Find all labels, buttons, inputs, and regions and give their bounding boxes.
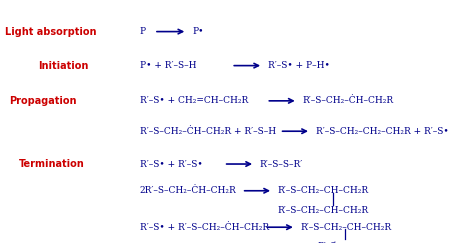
- Text: R′–S• + R′–S•: R′–S• + R′–S•: [140, 159, 202, 169]
- Text: 2R′–S–CH₂–ĊH–CH₂R: 2R′–S–CH₂–ĊH–CH₂R: [140, 186, 237, 195]
- Text: Initiation: Initiation: [38, 61, 88, 71]
- Text: Termination: Termination: [19, 159, 85, 169]
- Text: R′–S–CH₂–CH–CH₂R: R′–S–CH₂–CH–CH₂R: [278, 186, 369, 195]
- Text: R′–S• + P–H•: R′–S• + P–H•: [268, 61, 330, 70]
- Text: R′–S–CH₂–CH–CH₂R: R′–S–CH₂–CH–CH₂R: [301, 223, 392, 232]
- Text: Light absorption: Light absorption: [5, 26, 96, 37]
- Text: R′–S• + R′–S–CH₂–ĊH–CH₂R: R′–S• + R′–S–CH₂–ĊH–CH₂R: [140, 223, 269, 232]
- Text: R′–S–CH₂–ĊH–CH₂R: R′–S–CH₂–ĊH–CH₂R: [302, 96, 393, 105]
- Text: R′–Ś: R′–Ś: [318, 242, 337, 243]
- Text: Propagation: Propagation: [9, 96, 77, 106]
- Text: R′–S• + CH₂=CH–CH₂R: R′–S• + CH₂=CH–CH₂R: [140, 96, 248, 105]
- Text: P•: P•: [192, 27, 203, 36]
- Text: R′–S–S–R′: R′–S–S–R′: [260, 159, 303, 169]
- Text: P• + R′–S–H: P• + R′–S–H: [140, 61, 196, 70]
- Text: R′–S–CH₂–CH₂–CH₂R + R′–S•: R′–S–CH₂–CH₂–CH₂R + R′–S•: [316, 127, 448, 136]
- Text: P: P: [140, 27, 146, 36]
- Text: R′–S–CH₂–CH–CH₂R: R′–S–CH₂–CH–CH₂R: [278, 206, 369, 215]
- Text: R′–S–CH₂–ĊH–CH₂R + R′–S–H: R′–S–CH₂–ĊH–CH₂R + R′–S–H: [140, 127, 276, 136]
